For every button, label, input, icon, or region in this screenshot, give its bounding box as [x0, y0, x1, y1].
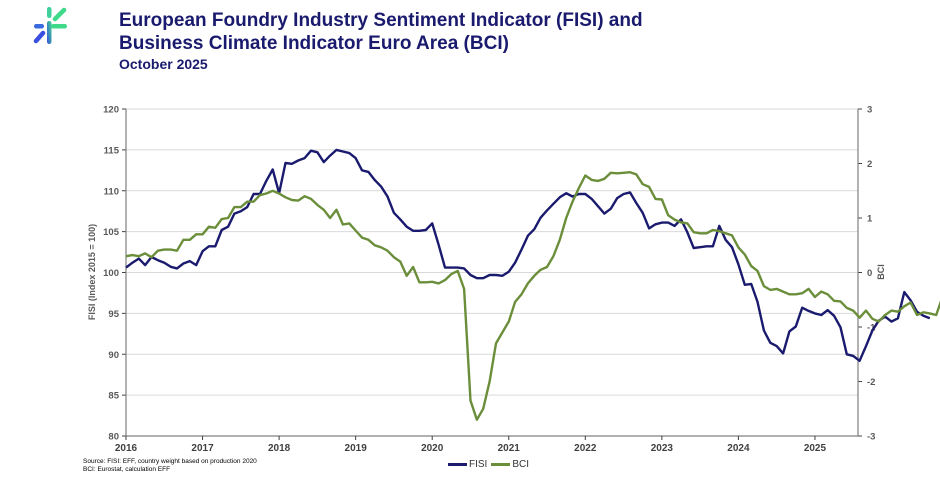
y2-tick-label: 2 [867, 159, 872, 170]
y2-tick-label: -2 [867, 377, 875, 388]
title-line-2: Business Climate Indicator Euro Area (BC… [119, 33, 509, 54]
legend: FISI BCI [448, 459, 529, 470]
x-tick-label: 2018 [268, 443, 291, 454]
chart-title: European Foundry Industry Sentiment Indi… [119, 9, 643, 55]
series-lines [125, 148, 940, 421]
legend-item-bci: BCI [491, 459, 529, 470]
x-tick-label: 2021 [498, 443, 521, 454]
y-tick-label: 110 [104, 186, 119, 197]
y-tick-label: 85 [108, 391, 119, 402]
x-tick-label: 2020 [421, 443, 444, 454]
x-tick-label: 2022 [574, 443, 597, 454]
legend-swatch-fisi [448, 463, 467, 466]
y-tick-label: 95 [108, 309, 119, 320]
series-line-bci [125, 170, 940, 421]
y-tick-label: 90 [108, 350, 119, 361]
y2-tick-label: 0 [867, 268, 872, 279]
y2-axis-label: BCI [876, 264, 886, 280]
x-tick-label: 2025 [804, 443, 827, 454]
y-axis-label: FISI (Index 2015 = 100) [87, 224, 97, 320]
source-note: Source: FISI: EFF, country weight based … [83, 458, 257, 474]
title-line-1: European Foundry Industry Sentiment Indi… [119, 10, 643, 31]
y-tick-label: 120 [103, 105, 119, 116]
x-tick-label: 2016 [115, 443, 138, 454]
y2-tick-label: 1 [867, 214, 873, 225]
y2-tick-label: 3 [867, 105, 872, 116]
series-line-fisi [125, 148, 931, 362]
axes: 80 85 90 95 100 105 110 115 120 -3 -2 -1 0 1 2 3 2016 201… [103, 105, 876, 455]
x-tick-label: 2024 [727, 443, 750, 454]
legend-label-fisi: FISI [469, 459, 488, 470]
y-tick-label: 100 [103, 268, 119, 279]
legend-label-bci: BCI [512, 459, 530, 470]
eff-logo-icon [33, 7, 67, 44]
y2-tick-label: -1 [867, 323, 876, 334]
y-tick-label: 115 [104, 145, 120, 156]
source-line-1: Source: FISI: EFF, country weight based … [83, 458, 257, 465]
source-line-2: BCI: Eurostat, calculation EFF [83, 466, 171, 473]
x-tick-label: 2019 [345, 443, 368, 454]
y-tick-label: 105 [103, 227, 120, 238]
gridlines [126, 108, 858, 396]
x-tick-label: 2017 [191, 443, 214, 454]
chart-subtitle: October 2025 [119, 56, 208, 72]
y2-tick-label: -3 [867, 432, 875, 443]
x-tick-label: 2023 [651, 443, 674, 454]
legend-swatch-bci [491, 463, 511, 466]
legend-item-fisi: FISI [448, 459, 487, 470]
y-tick-label: 80 [108, 432, 119, 443]
